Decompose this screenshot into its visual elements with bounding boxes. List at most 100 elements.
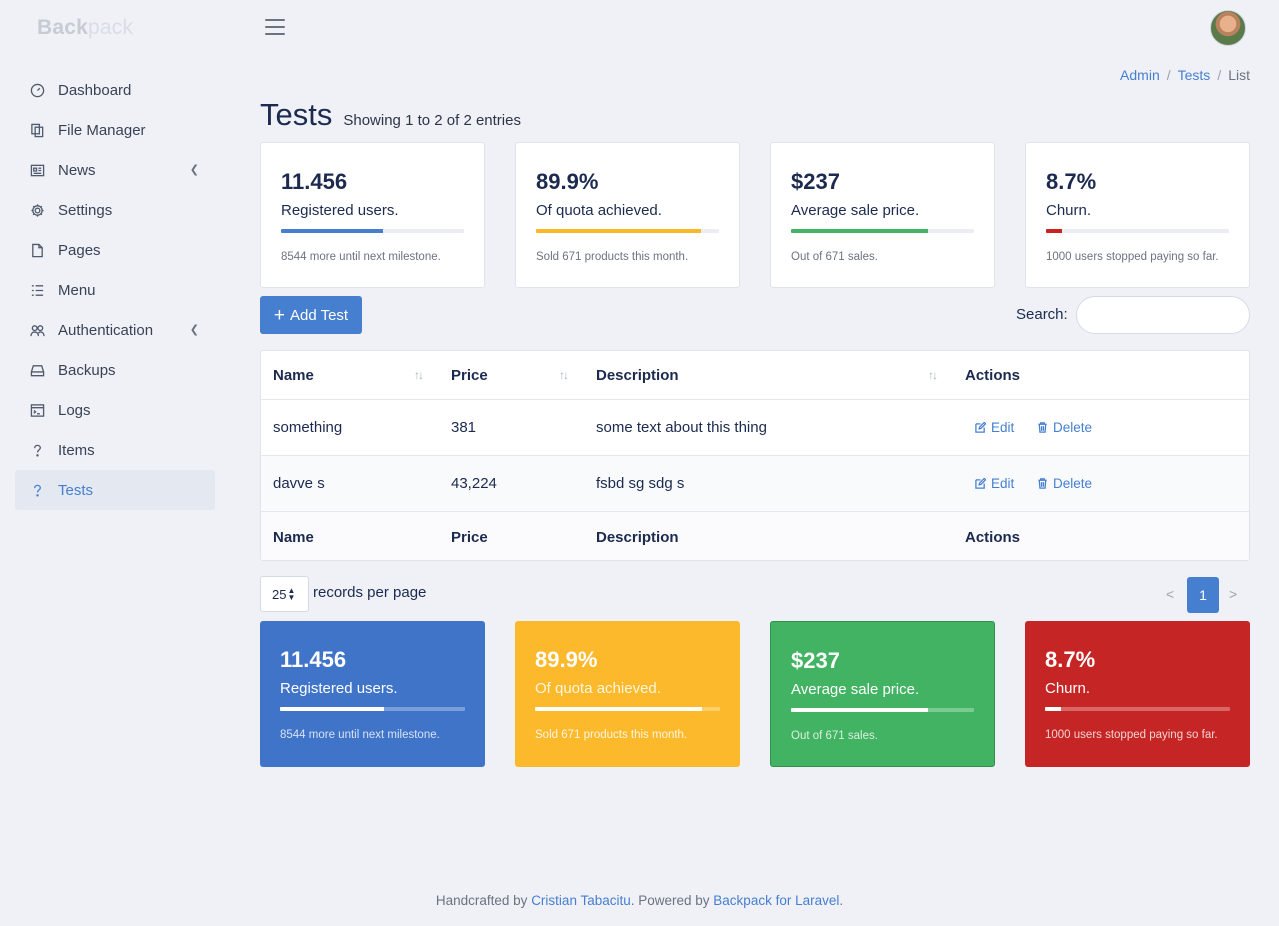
sidebar-item-backups[interactable]: Backups (15, 350, 215, 390)
terminal-icon (29, 402, 46, 419)
footer-text: . Powered by (630, 893, 714, 908)
sidebar-item-pages[interactable]: Pages (15, 230, 215, 270)
stat-value: 8.7% (1046, 169, 1097, 194)
sidebar-item-label: Items (58, 441, 95, 459)
cell-description: some text about this thing (596, 419, 767, 436)
table-row: something 381 some text about this thing… (261, 400, 1249, 456)
stat-progress-bar (536, 229, 719, 233)
sidebar-item-logs[interactable]: Logs (15, 390, 215, 430)
per-page-select[interactable]: 25 ▲ ▼ (260, 576, 309, 612)
solid-stat-card-churn: 8.7% Churn. 1000 users stopped paying so… (1025, 621, 1250, 767)
sidebar-toggle-button[interactable] (265, 19, 285, 36)
edit-button[interactable]: Edit (975, 476, 1014, 491)
stat-note: 1000 users stopped paying so far. (1046, 251, 1219, 263)
file-icon (29, 242, 46, 259)
footer-header-description: Description (596, 528, 679, 546)
stat-note: Sold 671 products this month. (536, 251, 689, 263)
delete-button[interactable]: Delete (1037, 476, 1092, 491)
sidebar-item-news[interactable]: News ❮ (15, 150, 215, 190)
search-input[interactable] (1076, 296, 1250, 334)
hamburger-line (265, 26, 285, 28)
solid-stat-card-sale-price: $237 Average sale price. Out of 671 sale… (770, 621, 995, 767)
edit-icon (975, 422, 986, 433)
stat-card-quota: 89.9% Of quota achieved. Sold 671 produc… (515, 142, 740, 288)
stat-progress-bar (1045, 707, 1230, 711)
per-page-label: records per page (313, 584, 427, 601)
footer-text: . (839, 893, 844, 908)
footer-header-actions: Actions (965, 528, 1021, 546)
tests-table: Name ↑↓ Price ↑↓ Description ↑↓ Actions … (260, 350, 1250, 561)
stat-progress-bar (791, 708, 974, 712)
sidebar-item-dashboard[interactable]: Dashboard (15, 70, 215, 110)
stat-value: $237 (791, 648, 840, 673)
pagination-next[interactable]: > (1229, 586, 1238, 602)
pagination-prev[interactable]: < (1166, 586, 1175, 602)
stat-note: Out of 671 sales. (791, 251, 878, 263)
stat-label: Churn. (1045, 680, 1091, 697)
brand-text-bold: Back (37, 16, 89, 39)
solid-stat-card-quota: 89.9% Of quota achieved. Sold 671 produc… (515, 621, 740, 767)
add-test-button[interactable]: + Add Test (260, 296, 362, 334)
stat-progress-fill (1045, 707, 1062, 711)
sidebar-item-settings[interactable]: Settings (15, 190, 215, 230)
stat-note: Out of 671 sales. (791, 730, 878, 742)
speedometer-icon (29, 82, 46, 99)
stat-note: 1000 users stopped paying so far. (1045, 729, 1218, 741)
per-page-value: 25 (272, 586, 287, 602)
cell-price: 43,224 (451, 475, 497, 492)
page-subtitle: Showing 1 to 2 of 2 entries (343, 112, 521, 129)
column-header-description[interactable]: Description (596, 366, 679, 384)
stat-note: Sold 671 products this month. (535, 729, 688, 741)
stat-label: Of quota achieved. (535, 680, 661, 697)
chevron-left-icon: ❮ (189, 324, 199, 336)
column-header-name[interactable]: Name (273, 366, 314, 384)
cell-name: davve s (273, 475, 325, 492)
sidebar-item-file-manager[interactable]: File Manager (15, 110, 215, 150)
column-header-actions: Actions (965, 366, 1021, 384)
user-avatar[interactable] (1210, 10, 1246, 46)
stat-label: Registered users. (281, 202, 399, 219)
question-icon (29, 482, 46, 499)
stat-progress-fill (1046, 229, 1062, 233)
breadcrumb-tests-link[interactable]: Tests (1177, 67, 1211, 83)
sidebar-item-menu[interactable]: Menu (15, 270, 215, 310)
sort-icon[interactable]: ↑↓ (928, 368, 938, 382)
stat-progress-bar (1046, 229, 1229, 233)
sidebar-item-tests[interactable]: Tests (15, 470, 215, 510)
table-footer-row: Name Price Description Actions (261, 512, 1249, 560)
stat-label: Average sale price. (791, 681, 920, 698)
edit-button[interactable]: Edit (975, 420, 1014, 435)
stat-progress-fill (791, 708, 929, 712)
breadcrumb-separator: / (1217, 67, 1222, 83)
sidebar-item-label: Tests (58, 481, 94, 499)
brand-logo[interactable]: Backpack (37, 16, 133, 40)
delete-button[interactable]: Delete (1037, 420, 1092, 435)
delete-label: Delete (1053, 476, 1093, 491)
files-icon (29, 122, 46, 139)
footer-author-link[interactable]: Cristian Tabacitu (531, 893, 631, 908)
breadcrumb-admin-link[interactable]: Admin (1120, 67, 1160, 83)
table-row: davve s 43,224 fsbd sg sdg s Edit Delete (261, 456, 1249, 512)
sidebar-item-label: Dashboard (58, 81, 132, 99)
stat-label: Of quota achieved. (536, 202, 662, 219)
stat-value: 89.9% (536, 169, 599, 194)
sidebar-item-items[interactable]: Items (15, 430, 215, 470)
footer-product-link[interactable]: Backpack for Laravel (713, 893, 840, 908)
stat-progress-fill (791, 229, 929, 233)
newspaper-icon (29, 162, 46, 179)
stat-note: 8544 more until next milestone. (281, 251, 441, 263)
sort-icon[interactable]: ↑↓ (414, 368, 424, 382)
sort-icon[interactable]: ↑↓ (559, 368, 569, 382)
breadcrumb: Admin / Tests / List (1120, 67, 1250, 83)
stat-progress-bar (535, 707, 720, 711)
pagination-page-1[interactable]: 1 (1187, 577, 1219, 613)
stat-progress-fill (281, 229, 384, 233)
drive-icon (29, 362, 46, 379)
delete-label: Delete (1053, 420, 1093, 435)
edit-label: Edit (991, 476, 1015, 491)
column-header-price[interactable]: Price (451, 366, 488, 384)
edit-icon (975, 478, 986, 489)
sidebar-item-authentication[interactable]: Authentication ❮ (15, 310, 215, 350)
breadcrumb-separator: / (1166, 67, 1171, 83)
cell-description: fsbd sg sdg s (596, 475, 685, 492)
